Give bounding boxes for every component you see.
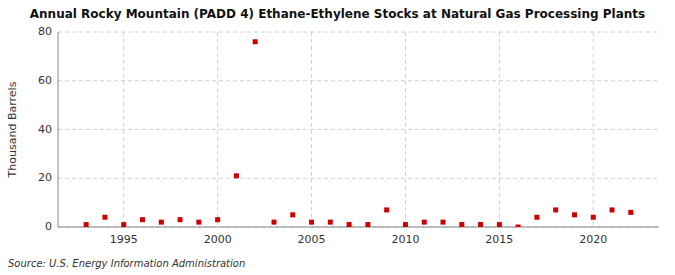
point — [84, 222, 89, 227]
point — [215, 217, 220, 222]
point — [422, 220, 427, 225]
x-tick-label: 2010 — [391, 233, 419, 246]
y-axis-label: Thousand Barrels — [6, 81, 19, 178]
y-grid-line — [58, 227, 659, 228]
x-tick-label: 2020 — [579, 233, 607, 246]
x-grid-line — [217, 32, 218, 227]
point — [441, 220, 446, 225]
point — [516, 225, 521, 228]
point — [121, 222, 126, 227]
point — [459, 222, 464, 227]
point — [610, 207, 615, 212]
tick-labels: 0 20 40 60 80 1995 2000 2005 2010 2015 2020 — [38, 25, 607, 246]
y-tick-label: 0 — [45, 220, 52, 233]
point — [309, 220, 314, 225]
x-tick-label: 1995 — [110, 233, 138, 246]
point — [384, 207, 389, 212]
x-grid-line — [405, 32, 406, 227]
y-axis-line — [58, 32, 59, 227]
point — [497, 222, 502, 227]
point — [140, 217, 145, 222]
y-grid-line — [58, 129, 659, 130]
point — [628, 210, 633, 215]
point — [534, 215, 539, 220]
y-tick-label: 60 — [38, 74, 52, 87]
y-tick-label: 20 — [38, 171, 52, 184]
point — [159, 220, 164, 225]
point — [347, 222, 352, 227]
chart: 0 20 40 60 80 1995 2000 2005 2010 2015 2020 Annual … — [0, 0, 675, 275]
point — [271, 220, 276, 225]
point — [403, 222, 408, 227]
point — [365, 222, 370, 227]
point — [196, 220, 201, 225]
x-grid-line — [311, 32, 312, 227]
x-tick-label: 2015 — [485, 233, 513, 246]
x-axis-line — [58, 227, 659, 228]
point — [102, 215, 107, 220]
point — [591, 215, 596, 220]
x-tick-label: 2000 — [204, 233, 232, 246]
point — [328, 220, 333, 225]
x-grid-line — [593, 32, 594, 227]
y-tick-label: 40 — [38, 123, 52, 136]
point — [572, 212, 577, 217]
title: Annual Rocky Mountain (PADD 4) Ethane-Et… — [30, 7, 645, 21]
x-grid-line — [499, 32, 500, 227]
x-grid-line — [123, 32, 124, 227]
y-grid-line — [58, 80, 659, 81]
point — [478, 222, 483, 227]
point — [290, 212, 295, 217]
y-tick-label: 80 — [38, 25, 52, 38]
source-note: Source: U.S. Energy Information Administ… — [8, 258, 245, 269]
y-grid-line — [58, 178, 659, 179]
point — [253, 39, 258, 44]
points — [84, 39, 634, 227]
x-tick-label: 2005 — [298, 233, 326, 246]
point — [553, 207, 558, 212]
y-grid-line — [58, 32, 659, 33]
point — [234, 173, 239, 178]
grid — [58, 32, 659, 227]
point — [178, 217, 183, 222]
